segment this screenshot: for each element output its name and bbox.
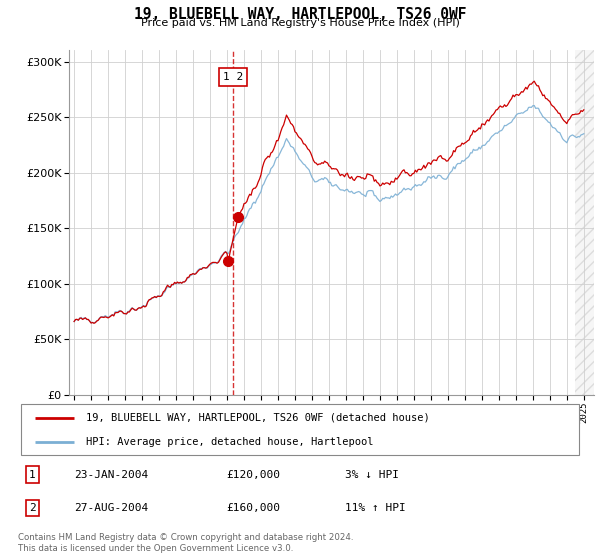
Text: 1: 1 <box>29 470 35 479</box>
FancyBboxPatch shape <box>21 404 579 455</box>
Text: HPI: Average price, detached house, Hartlepool: HPI: Average price, detached house, Hart… <box>86 437 373 447</box>
Text: 2: 2 <box>29 503 35 513</box>
Text: 3% ↓ HPI: 3% ↓ HPI <box>345 470 399 479</box>
Text: 23-JAN-2004: 23-JAN-2004 <box>74 470 149 479</box>
Text: Contains HM Land Registry data © Crown copyright and database right 2024.
This d: Contains HM Land Registry data © Crown c… <box>18 533 353 553</box>
Text: 27-AUG-2004: 27-AUG-2004 <box>74 503 149 513</box>
Text: Price paid vs. HM Land Registry's House Price Index (HPI): Price paid vs. HM Land Registry's House … <box>140 18 460 28</box>
Text: £120,000: £120,000 <box>227 470 281 479</box>
Text: 19, BLUEBELL WAY, HARTLEPOOL, TS26 0WF: 19, BLUEBELL WAY, HARTLEPOOL, TS26 0WF <box>134 7 466 22</box>
Text: £160,000: £160,000 <box>227 503 281 513</box>
Text: 19, BLUEBELL WAY, HARTLEPOOL, TS26 0WF (detached house): 19, BLUEBELL WAY, HARTLEPOOL, TS26 0WF (… <box>86 413 430 423</box>
Text: 11% ↑ HPI: 11% ↑ HPI <box>345 503 406 513</box>
Text: 1 2: 1 2 <box>223 72 243 82</box>
